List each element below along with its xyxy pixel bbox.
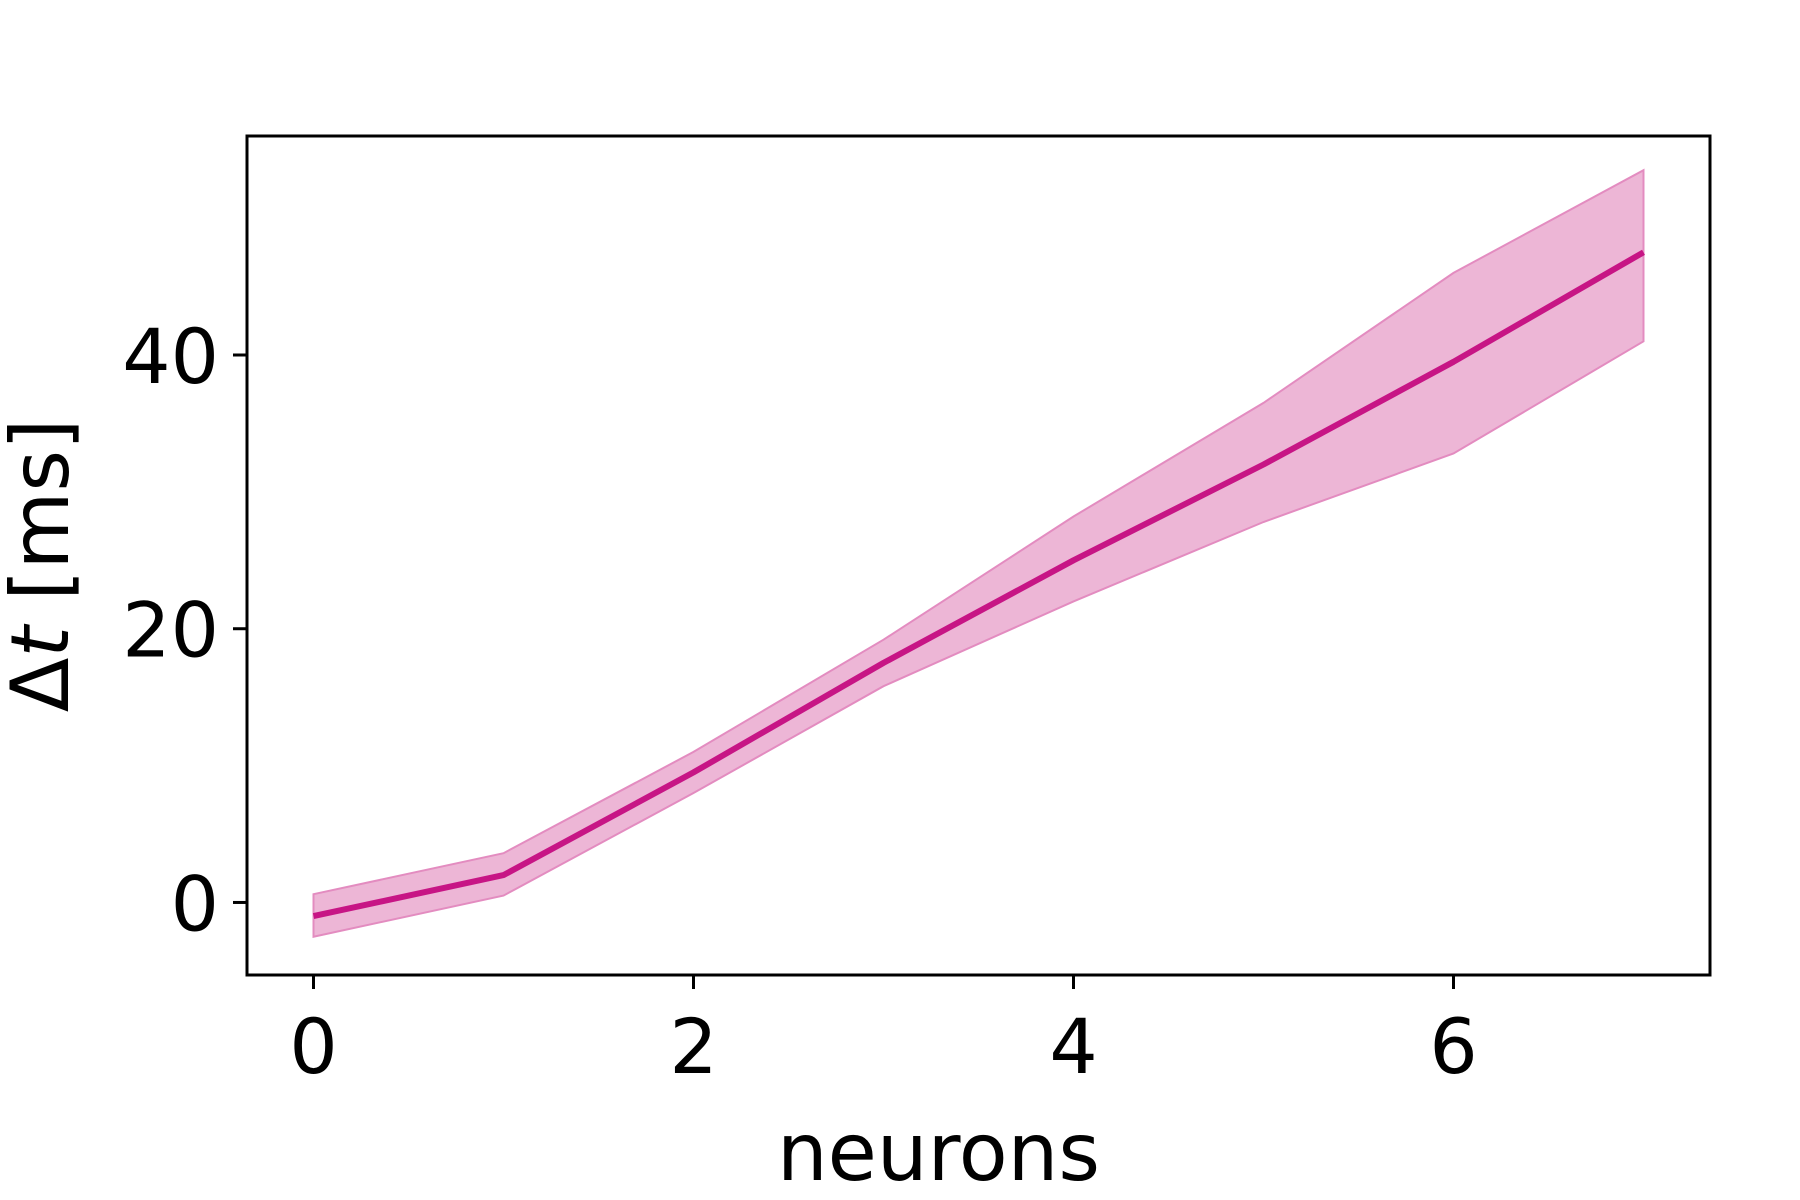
x-tick-label: 2 [669, 1002, 717, 1091]
x-tick-label: 0 [289, 1002, 337, 1091]
confidence-band-layer [312, 168, 1645, 938]
y-tick-label: 20 [122, 586, 219, 675]
series-line-0 [312, 249, 1645, 920]
confidence-band-0 [312, 168, 1645, 938]
x-axis-label: neurons [777, 1106, 1100, 1199]
y-axis-label: Δt [ms] [0, 419, 87, 713]
y-axis-ticks: 0 20 40 [122, 312, 247, 948]
y-tick-label: 0 [171, 859, 219, 948]
x-axis-ticks: 0 2 4 6 [289, 975, 1478, 1091]
x-tick-label: 4 [1049, 1002, 1097, 1091]
y-axis-label-unit: [ms] [0, 419, 87, 626]
plot-frame [245, 134, 1712, 977]
series-line-layer [312, 249, 1645, 920]
y-tick-label: 40 [122, 312, 219, 401]
y-axis-label-variable: t [0, 624, 87, 658]
x-tick-label: 6 [1429, 1002, 1477, 1091]
y-axis-label-delta: Δ [0, 657, 87, 712]
